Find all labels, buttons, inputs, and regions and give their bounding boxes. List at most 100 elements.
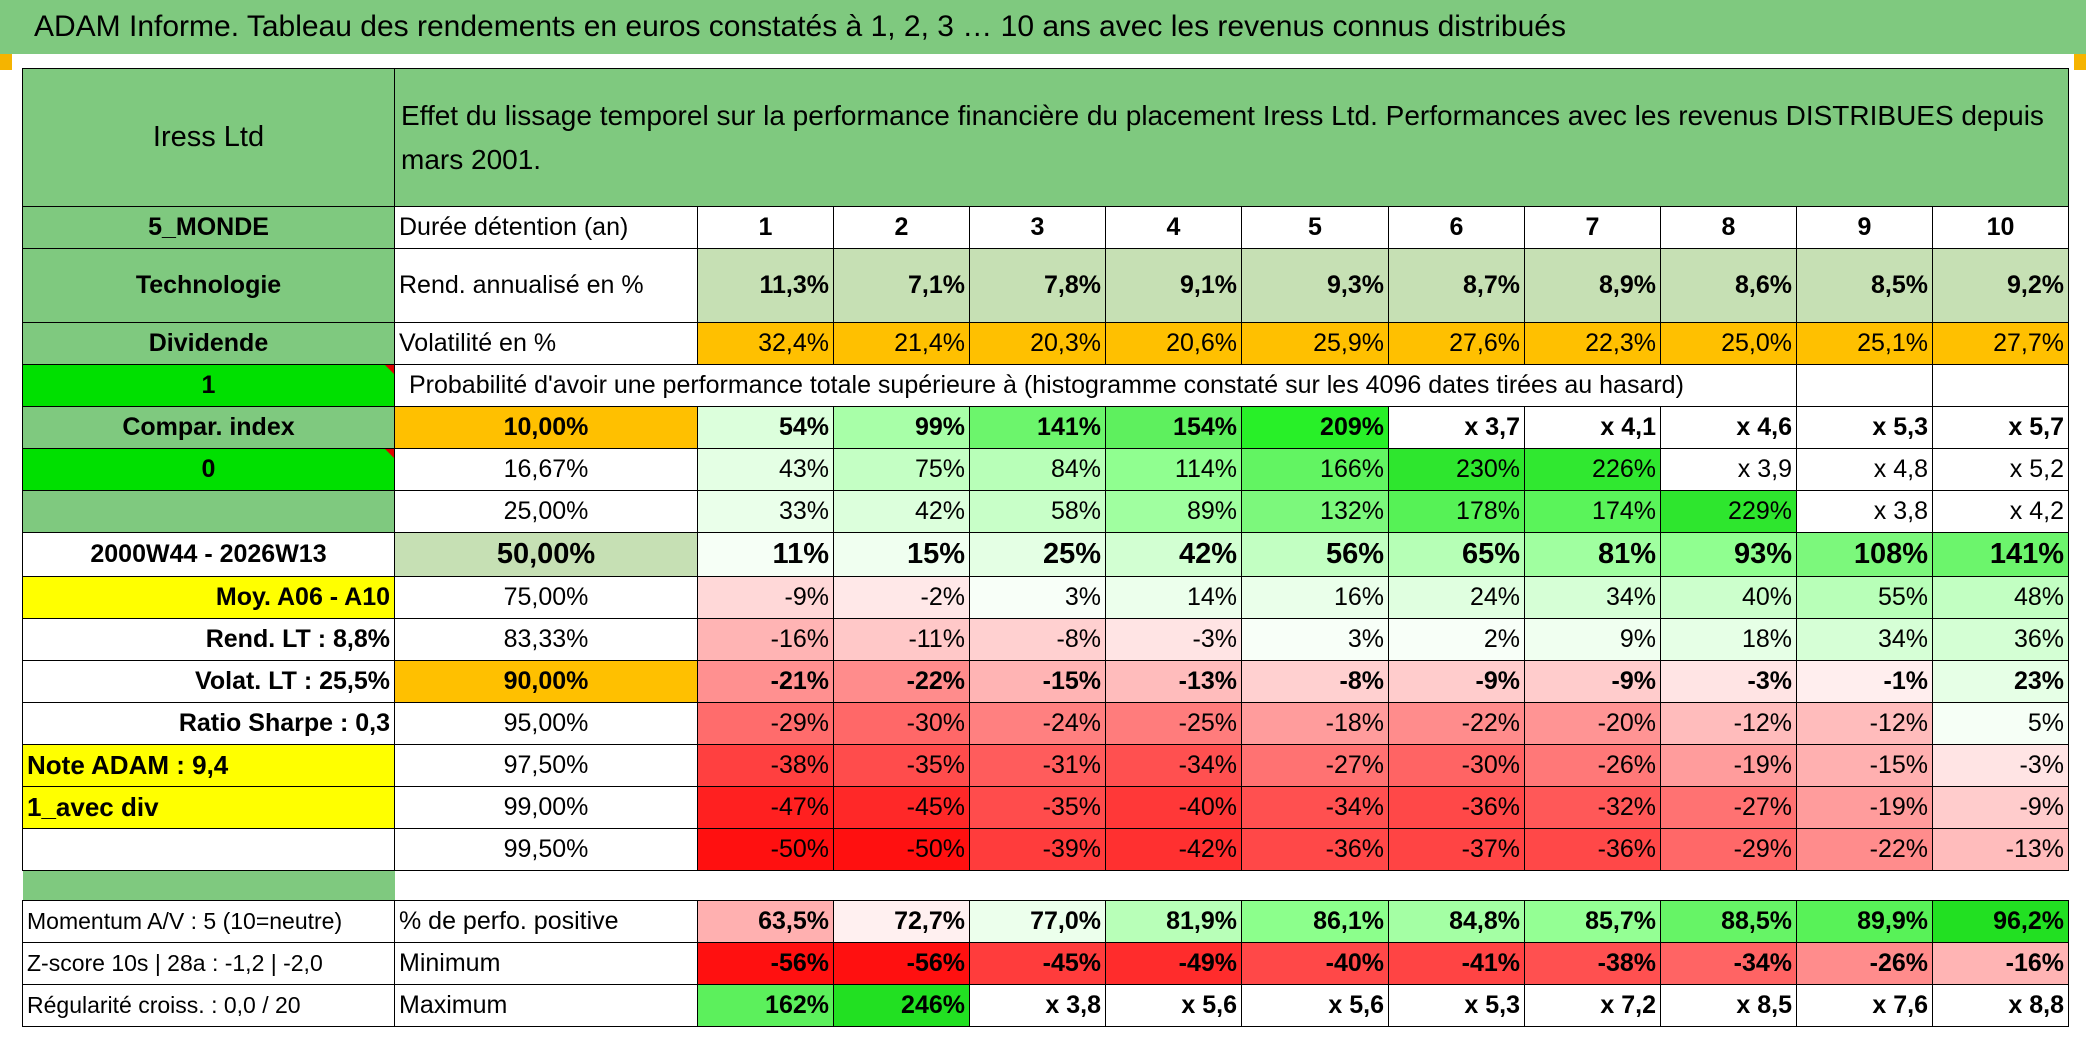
quantile-cell: 24% bbox=[1388, 576, 1525, 619]
compar-label: Compar. index bbox=[22, 406, 395, 449]
vol-cell: 21,4% bbox=[833, 322, 970, 365]
vol-cell: 27,6% bbox=[1388, 322, 1525, 365]
maximum-cell: x 5,3 bbox=[1388, 984, 1525, 1027]
quantile-cell: -9% bbox=[1524, 660, 1661, 703]
quantile-cell: 93% bbox=[1660, 532, 1797, 577]
rend-cell: 7,8% bbox=[969, 248, 1106, 323]
minimum-cell: -45% bbox=[969, 942, 1106, 985]
quantile-cell: x 5,2 bbox=[1932, 448, 2069, 491]
quantile-cell: 25% bbox=[969, 532, 1106, 577]
quantile-cell: -24% bbox=[969, 702, 1106, 745]
quantile-cell: 65% bbox=[1388, 532, 1525, 577]
year-header: 9 bbox=[1796, 206, 1933, 249]
quantile-cell: 23% bbox=[1932, 660, 2069, 703]
quantile-cell: -13% bbox=[1932, 828, 2069, 871]
quantile-cell: x 5,7 bbox=[1932, 406, 2069, 449]
quantile-cell: -3% bbox=[1105, 618, 1242, 661]
note-adam-label: Note ADAM : 9,4 bbox=[22, 744, 395, 787]
positive-cell: 72,7% bbox=[833, 900, 970, 943]
quantile-cell: x 4,2 bbox=[1932, 490, 2069, 533]
year-header: 8 bbox=[1660, 206, 1797, 249]
quantile-cell: 40% bbox=[1660, 576, 1797, 619]
year-header: 3 bbox=[969, 206, 1106, 249]
positive-cell: 81,9% bbox=[1105, 900, 1242, 943]
vol-cell: 32,4% bbox=[697, 322, 834, 365]
quantile-cell: 43% bbox=[697, 448, 834, 491]
volat-lt-label: Volat. LT : 25,5% bbox=[22, 660, 395, 703]
positive-label: % de perfo. positive bbox=[394, 900, 698, 943]
year-header: 7 bbox=[1524, 206, 1661, 249]
years-row: 5_MONDE Durée détention (an) 1 2 3 4 5 6… bbox=[22, 206, 2069, 249]
quantile-cell: -30% bbox=[833, 702, 970, 745]
quantile-cell: x 4,8 bbox=[1796, 448, 1933, 491]
quantile-cell: -50% bbox=[697, 828, 834, 871]
quantile-cell: -12% bbox=[1660, 702, 1797, 745]
rend-cell: 11,3% bbox=[697, 248, 834, 323]
maximum-cell: x 8,5 bbox=[1660, 984, 1797, 1027]
maximum-cell: 162% bbox=[697, 984, 834, 1027]
quantile-pct: 10,00% bbox=[394, 406, 698, 449]
quantile-pct: 97,50% bbox=[394, 744, 698, 787]
quantile-pct: 99,50% bbox=[394, 828, 698, 871]
quantile-cell: 16% bbox=[1241, 576, 1389, 619]
quantile-cell: 42% bbox=[1105, 532, 1242, 577]
quantile-cell: -18% bbox=[1241, 702, 1389, 745]
quantile-cell: -22% bbox=[1388, 702, 1525, 745]
quantile-row: Ratio Sharpe : 0,3 95,00% -29% -30% -24%… bbox=[22, 702, 2069, 745]
rend-cell: 7,1% bbox=[833, 248, 970, 323]
quantile-cell: -21% bbox=[697, 660, 834, 703]
positive-cell: 85,7% bbox=[1524, 900, 1661, 943]
quantile-pct: 99,00% bbox=[394, 786, 698, 829]
quantile-cell: 81% bbox=[1524, 532, 1661, 577]
empty-label bbox=[22, 490, 395, 533]
quantile-cell: 209% bbox=[1241, 406, 1389, 449]
quantile-cell: -26% bbox=[1524, 744, 1661, 787]
spacer-row bbox=[22, 870, 2069, 901]
positive-cell: 77,0% bbox=[969, 900, 1106, 943]
maximum-cell: x 7,2 bbox=[1524, 984, 1661, 1027]
income-label: Dividende bbox=[22, 322, 395, 365]
corner-marker bbox=[2074, 54, 2086, 70]
quantile-cell: 11% bbox=[697, 532, 834, 577]
rend-cell: 8,9% bbox=[1524, 248, 1661, 323]
maximum-cell: x 8,8 bbox=[1932, 984, 2069, 1027]
quantile-cell: 108% bbox=[1796, 532, 1933, 577]
quantile-pct: 50,00% bbox=[394, 532, 698, 577]
positive-cell: 96,2% bbox=[1932, 900, 2069, 943]
quantile-cell: -19% bbox=[1660, 744, 1797, 787]
region-label: 5_MONDE bbox=[22, 206, 395, 249]
quantile-cell: -8% bbox=[969, 618, 1106, 661]
quantile-cell: 132% bbox=[1241, 490, 1389, 533]
quantile-cell: x 3,7 bbox=[1388, 406, 1525, 449]
quantile-cell: 54% bbox=[697, 406, 834, 449]
quantile-cell: 15% bbox=[833, 532, 970, 577]
report-title: ADAM Informe. Tableau des rendements en … bbox=[0, 0, 2086, 54]
sector-label: Technologie bbox=[22, 248, 395, 323]
quantile-cell: x 3,8 bbox=[1796, 490, 1933, 533]
quantile-cell: 18% bbox=[1660, 618, 1797, 661]
quantile-cell: -3% bbox=[1660, 660, 1797, 703]
quantile-cell: -34% bbox=[1241, 786, 1389, 829]
quantile-cell: -9% bbox=[697, 576, 834, 619]
quantile-cell: 230% bbox=[1388, 448, 1525, 491]
rend-label: Rend. annualisé en % bbox=[394, 248, 698, 323]
year-header: 10 bbox=[1932, 206, 2069, 249]
rend-cell: 9,3% bbox=[1241, 248, 1389, 323]
quantile-cell: -50% bbox=[833, 828, 970, 871]
positive-cell: 89,9% bbox=[1796, 900, 1933, 943]
vol-label: Volatilité en % bbox=[394, 322, 698, 365]
vol-cell: 27,7% bbox=[1932, 322, 2069, 365]
quantile-cell: -35% bbox=[833, 744, 970, 787]
quantile-cell: -47% bbox=[697, 786, 834, 829]
quantile-cell: 174% bbox=[1524, 490, 1661, 533]
quantile-row: Moy. A06 - A10 75,00% -9% -2% 3% 14% 16%… bbox=[22, 576, 2069, 619]
quantile-cell: 154% bbox=[1105, 406, 1242, 449]
minimum-cell: -56% bbox=[697, 942, 834, 985]
quantile-row: 99,50% -50% -50% -39% -42% -36% -37% -36… bbox=[22, 828, 2069, 871]
quantile-cell: 14% bbox=[1105, 576, 1242, 619]
quantile-cell: 229% bbox=[1660, 490, 1797, 533]
flag-zero: 0 bbox=[22, 448, 395, 491]
empty-cell bbox=[1796, 364, 1933, 407]
rend-lt-label: Rend. LT : 8,8% bbox=[22, 618, 395, 661]
quantile-cell: 2% bbox=[1388, 618, 1525, 661]
